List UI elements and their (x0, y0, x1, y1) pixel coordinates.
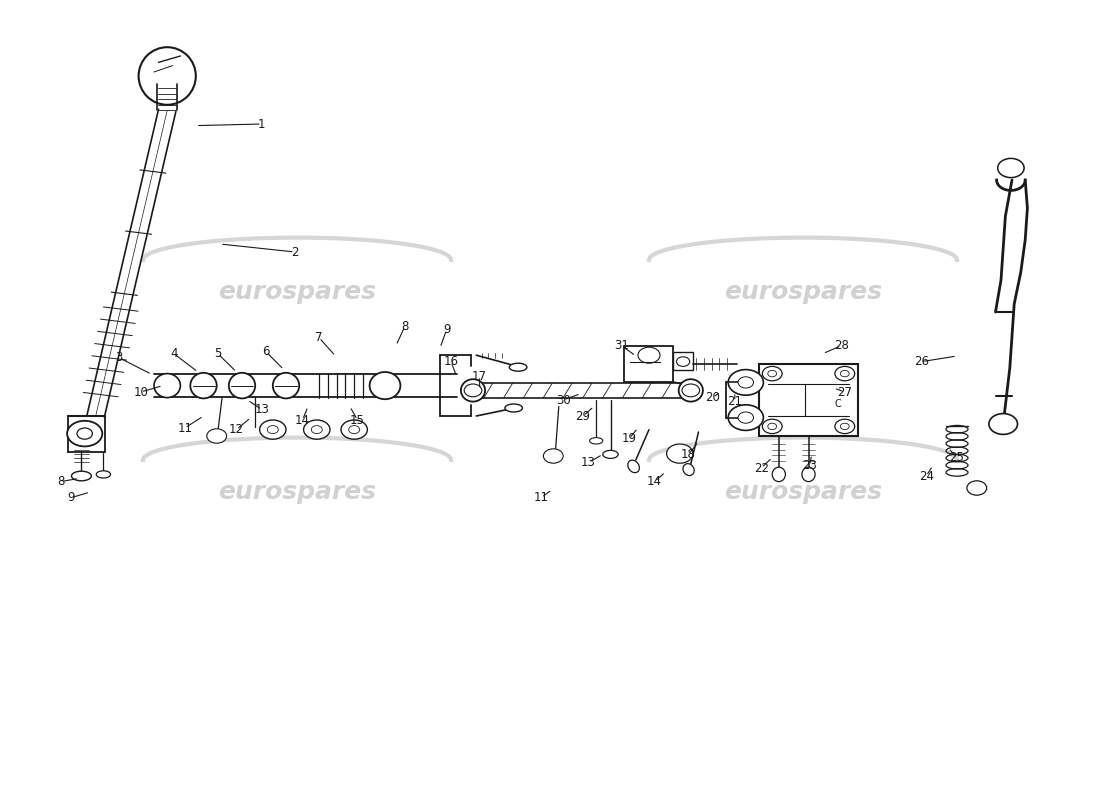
Text: 9: 9 (443, 323, 450, 336)
Text: 30: 30 (556, 394, 571, 406)
Text: 17: 17 (472, 370, 487, 382)
Circle shape (67, 421, 102, 446)
Circle shape (967, 481, 987, 495)
Text: 14: 14 (647, 475, 662, 488)
Circle shape (77, 428, 92, 439)
Ellipse shape (505, 404, 522, 412)
Circle shape (762, 419, 782, 434)
Text: 11: 11 (177, 422, 192, 434)
Text: 14: 14 (295, 414, 310, 426)
Text: 9: 9 (68, 491, 75, 504)
Text: 13: 13 (581, 456, 596, 469)
Bar (759, 364, 858, 436)
Ellipse shape (772, 467, 785, 482)
Circle shape (667, 444, 693, 463)
Text: 26: 26 (914, 355, 929, 368)
Text: 13: 13 (254, 403, 270, 416)
Text: 2: 2 (292, 246, 298, 258)
Text: 4: 4 (170, 347, 177, 360)
Ellipse shape (370, 372, 400, 399)
Text: 6: 6 (263, 346, 270, 358)
Ellipse shape (590, 438, 603, 444)
Bar (673, 352, 693, 370)
Text: 16: 16 (443, 355, 459, 368)
Text: 21: 21 (727, 395, 742, 408)
Circle shape (738, 412, 754, 423)
Circle shape (638, 347, 660, 363)
Circle shape (682, 384, 700, 397)
Text: 12: 12 (229, 423, 244, 436)
Circle shape (543, 449, 563, 463)
Ellipse shape (802, 467, 815, 482)
Circle shape (989, 414, 1018, 434)
Circle shape (349, 426, 360, 434)
Text: 1: 1 (258, 118, 265, 130)
Ellipse shape (683, 464, 694, 475)
Text: eurospares: eurospares (218, 480, 376, 504)
Text: 22: 22 (754, 462, 769, 474)
Circle shape (267, 426, 278, 434)
Circle shape (835, 419, 855, 434)
Circle shape (762, 366, 782, 381)
Text: eurospares: eurospares (724, 480, 882, 504)
Text: 28: 28 (834, 339, 849, 352)
Ellipse shape (603, 450, 618, 458)
Text: 24: 24 (918, 470, 934, 482)
Text: C: C (835, 399, 842, 409)
Ellipse shape (229, 373, 255, 398)
Ellipse shape (139, 47, 196, 105)
Text: 15: 15 (350, 414, 365, 426)
Ellipse shape (97, 470, 110, 478)
Circle shape (311, 426, 322, 434)
Text: 31: 31 (614, 339, 629, 352)
Circle shape (676, 357, 690, 366)
Circle shape (260, 420, 286, 439)
Text: eurospares: eurospares (724, 280, 882, 304)
Circle shape (738, 377, 754, 388)
Text: 8: 8 (402, 320, 408, 333)
Circle shape (728, 370, 763, 395)
Text: 19: 19 (621, 432, 637, 445)
Ellipse shape (509, 363, 527, 371)
Text: 5: 5 (214, 347, 221, 360)
Circle shape (728, 405, 763, 430)
Ellipse shape (273, 373, 299, 398)
Circle shape (768, 423, 777, 430)
Text: 7: 7 (316, 331, 322, 344)
Ellipse shape (190, 373, 217, 398)
Circle shape (998, 158, 1024, 178)
Ellipse shape (461, 379, 485, 402)
Text: 3: 3 (116, 351, 122, 364)
Circle shape (207, 429, 227, 443)
Circle shape (304, 420, 330, 439)
Text: 27: 27 (837, 386, 852, 398)
Text: 18: 18 (681, 448, 696, 461)
Text: 29: 29 (575, 410, 591, 422)
Text: 10: 10 (133, 386, 148, 398)
Circle shape (835, 366, 855, 381)
Ellipse shape (154, 374, 180, 398)
Circle shape (341, 420, 367, 439)
Ellipse shape (628, 460, 639, 473)
Circle shape (768, 370, 777, 377)
Ellipse shape (72, 471, 91, 481)
Text: 23: 23 (802, 459, 817, 472)
Text: 11: 11 (534, 491, 549, 504)
Circle shape (840, 423, 849, 430)
Bar (624, 346, 673, 382)
Circle shape (840, 370, 849, 377)
Text: 20: 20 (705, 391, 720, 404)
Text: 8: 8 (57, 475, 64, 488)
Text: eurospares: eurospares (218, 280, 376, 304)
Ellipse shape (679, 379, 703, 402)
Text: 25: 25 (949, 451, 965, 464)
Circle shape (464, 384, 482, 397)
